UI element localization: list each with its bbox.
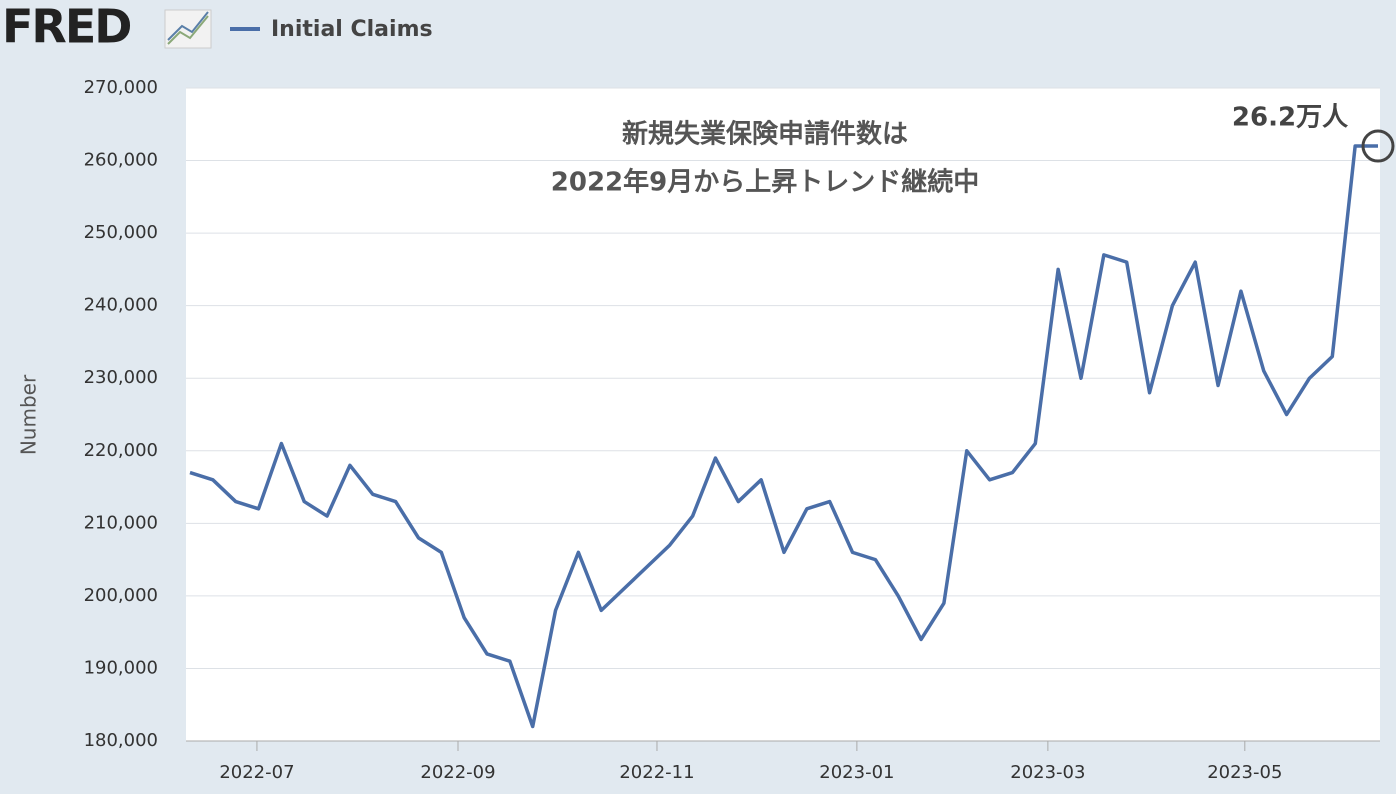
- y-tick-label: 250,000: [84, 222, 158, 243]
- y-tick-label: 260,000: [84, 150, 158, 171]
- y-tick-label: 210,000: [84, 512, 158, 533]
- legend-label: Initial Claims: [271, 17, 433, 42]
- x-tick-label: 2022-07: [219, 762, 294, 783]
- y-tick-label: 230,000: [84, 367, 158, 388]
- x-tick-label: 2023-03: [1010, 762, 1085, 783]
- y-tick-label: 190,000: [84, 657, 158, 678]
- logo-icon: [164, 9, 212, 49]
- highlight-marker: [1361, 129, 1395, 163]
- x-tick-label: 2022-11: [619, 762, 694, 783]
- x-tick-label: 2022-09: [420, 762, 495, 783]
- x-tick-label: 2023-05: [1207, 762, 1282, 783]
- series-line: [189, 144, 1378, 729]
- x-tick-label: 2023-01: [819, 762, 894, 783]
- annotation: 新規失業保険申請件数は: [622, 119, 908, 150]
- annotation: 26.2万人: [1232, 103, 1348, 133]
- y-tick-label: 220,000: [84, 440, 158, 461]
- y-tick-label: 270,000: [84, 77, 158, 98]
- y-axis-label: Number: [17, 374, 41, 455]
- y-tick-label: 240,000: [84, 295, 158, 316]
- y-tick-label: 200,000: [84, 585, 158, 606]
- logo: FRED: [2, 0, 130, 54]
- y-tick-label: 180,000: [84, 730, 158, 751]
- plot-area: [186, 88, 1380, 741]
- annotation: 2022年9月から上昇トレンド継続中: [551, 167, 979, 198]
